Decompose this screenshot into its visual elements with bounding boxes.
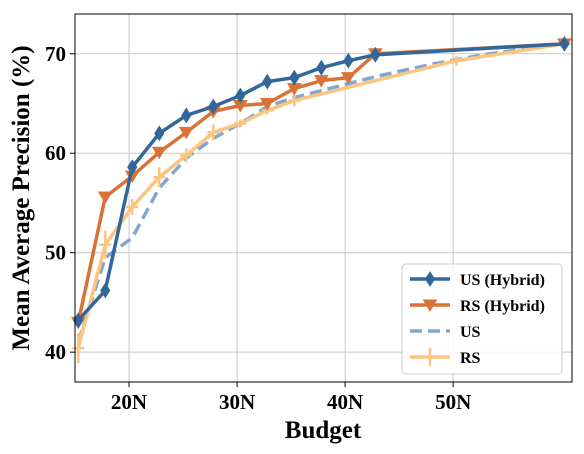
data-point: [370, 46, 381, 63]
series-us-hybrid: [73, 35, 570, 329]
legend: US (Hybrid) RS (Hybrid) US RS: [401, 263, 563, 375]
data-point: [422, 299, 438, 312]
y-tick-label: 60: [45, 141, 66, 165]
y-tick-label: 70: [45, 42, 66, 66]
series-rs-hybrid: [70, 38, 572, 330]
data-point: [97, 191, 113, 204]
data-point: [313, 75, 329, 88]
x-tick-label: 40N: [327, 390, 363, 414]
legend-item: RS: [410, 348, 481, 367]
data-point: [235, 87, 246, 104]
series-rs: [72, 40, 571, 364]
series-line: [76, 42, 565, 343]
plot-frame: [74, 13, 573, 383]
legend-item: US (Hybrid): [410, 271, 545, 289]
data-point: [316, 59, 327, 76]
x-tick-label: 20N: [111, 390, 147, 414]
y-tick-label: 50: [45, 241, 66, 265]
data-point: [289, 69, 300, 86]
data-point: [154, 125, 165, 142]
data-point: [100, 282, 111, 299]
legend-box: [401, 263, 563, 375]
ticks: 20N 30N 40N 50N 40 50 60 70: [45, 42, 471, 414]
legend-item: RS (Hybrid): [410, 298, 545, 315]
legend-item: US: [410, 324, 481, 341]
legend-label: US: [460, 324, 481, 341]
data-point: [343, 52, 354, 69]
data-point: [151, 146, 167, 160]
x-axis-title: Budget: [285, 417, 362, 444]
legend-label: US (Hybrid): [460, 272, 545, 289]
data-point: [259, 98, 275, 111]
data-point: [262, 73, 273, 90]
data-point: [559, 35, 570, 52]
legend-label: RS: [460, 350, 481, 367]
x-tick-label: 30N: [219, 390, 255, 414]
data-point: [340, 72, 356, 85]
legend-label: RS (Hybrid): [460, 298, 545, 315]
series-layer: [70, 35, 572, 364]
x-tick-label: 50N: [435, 390, 471, 414]
data-point: [127, 159, 138, 176]
data-point: [178, 126, 194, 140]
series-us: [76, 42, 565, 343]
data-point: [181, 107, 192, 124]
data-point: [208, 98, 219, 115]
data-point: [424, 271, 436, 287]
y-axis-title: Mean Average Precision (%): [8, 45, 35, 350]
y-tick-label: 40: [45, 340, 66, 364]
